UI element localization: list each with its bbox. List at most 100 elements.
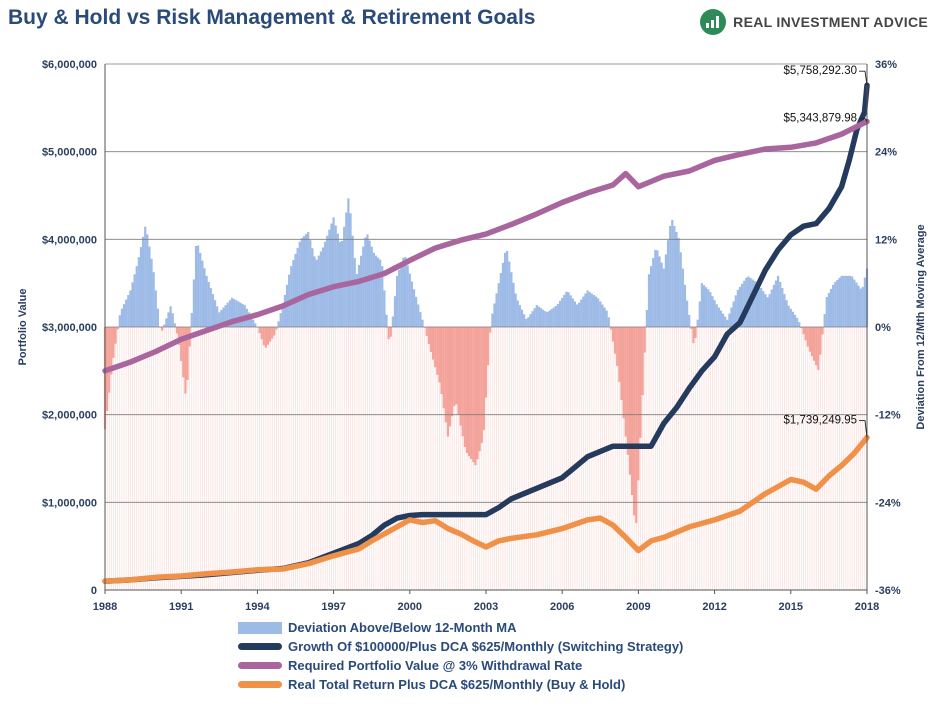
deviation-bar <box>700 283 703 327</box>
deviation-bar <box>184 327 187 394</box>
deviation-bar <box>861 286 864 327</box>
deviation-bar <box>122 304 126 327</box>
deviation-bar <box>434 327 437 368</box>
deviation-bar <box>148 246 151 327</box>
deviation-bar <box>806 327 809 347</box>
deviation-bar <box>829 288 833 327</box>
deviation-bar <box>573 301 576 327</box>
deviation-bar <box>624 327 627 437</box>
deviation-bar <box>554 305 557 327</box>
deviation-bar <box>766 297 769 327</box>
deviation-bar <box>533 308 536 327</box>
deviation-bar <box>129 290 132 327</box>
deviation-bar <box>499 273 502 327</box>
deviation-bar <box>671 219 674 327</box>
deviation-bar <box>406 265 409 327</box>
deviation-bar <box>508 261 511 327</box>
deviation-bar <box>304 234 308 327</box>
deviation-bar <box>832 284 835 327</box>
deviation-bar <box>664 254 668 327</box>
deviation-bar <box>800 327 803 329</box>
x-tick-label: 1997 <box>321 601 345 613</box>
deviation-bar <box>777 275 780 327</box>
deviation-bar <box>218 312 221 327</box>
deviation-bar <box>702 285 706 327</box>
deviation-bar <box>408 273 411 327</box>
y2-tick-label: -12% <box>875 410 901 422</box>
deviation-bar <box>332 217 335 327</box>
y2-tick-label: 36% <box>875 59 897 71</box>
deviation-bar <box>137 257 140 327</box>
deviation-bar <box>785 300 788 327</box>
deviation-bar <box>311 248 314 327</box>
deviation-bar <box>152 272 155 327</box>
x-tick-label: 2000 <box>398 601 422 613</box>
deviation-bar <box>527 317 530 327</box>
deviation-bar <box>425 327 428 336</box>
deviation-bar <box>863 277 866 327</box>
deviation-bar <box>741 283 744 327</box>
deviation-bar <box>381 266 384 327</box>
deviation-bar <box>271 327 274 339</box>
deviation-bar <box>241 303 244 327</box>
deviation-bar <box>791 311 795 327</box>
annotation-label: $1,739,249.95 <box>783 415 857 427</box>
deviation-bar <box>857 285 860 327</box>
deviation-bar <box>281 305 284 327</box>
legend-item-deviation: Deviation Above/Below 12-Month MA <box>238 618 683 637</box>
deviation-bar <box>169 306 172 327</box>
deviation-bar <box>675 232 678 327</box>
deviation-bar <box>652 258 655 327</box>
deviation-bar <box>440 327 443 394</box>
deviation-bar <box>685 300 689 327</box>
deviation-bar <box>628 327 632 475</box>
deviation-bar <box>125 299 128 327</box>
deviation-bar <box>705 287 708 327</box>
y2-axis-title: Deviation From 12/Mth Moving Average <box>915 224 927 429</box>
required-value-line <box>102 118 870 374</box>
deviation-bar <box>455 327 458 405</box>
deviation-bar <box>836 279 839 327</box>
deviation-bar <box>273 327 276 336</box>
deviation-bar <box>707 289 710 327</box>
deviation-bar <box>347 198 350 327</box>
deviation-bar <box>135 266 138 327</box>
deviation-bar <box>326 235 329 327</box>
deviation-bar <box>396 275 399 327</box>
deviation-bar <box>726 319 729 327</box>
deviation-bar <box>264 327 267 348</box>
deviation-bar <box>182 327 185 378</box>
deviation-bar <box>391 316 394 327</box>
deviation-bar <box>719 310 723 327</box>
deviation-bar <box>150 258 153 327</box>
deviation-bar <box>688 314 691 327</box>
deviation-bar <box>470 327 473 460</box>
deviation-bar <box>296 247 299 327</box>
deviation-bars <box>103 198 869 590</box>
deviation-bar <box>309 240 312 327</box>
deviation-bar <box>558 300 562 327</box>
y-tick-label: $4,000,000 <box>42 234 97 246</box>
deviation-bar <box>616 327 619 366</box>
deviation-bar <box>324 241 327 327</box>
deviation-bar <box>588 291 591 327</box>
x-tick-label: 2006 <box>550 601 574 613</box>
deviation-bar <box>120 308 124 327</box>
deviation-bar <box>647 274 651 327</box>
deviation-bar <box>825 296 828 327</box>
deviation-bar <box>844 275 847 327</box>
deviation-bar <box>658 256 661 327</box>
annotations: $5,758,292.30 $5,343,879.98 $1,739,249.95 <box>783 65 868 438</box>
brand-name: REAL INVESTMENT ADVICE <box>733 14 928 30</box>
deviation-bar <box>656 250 659 327</box>
deviation-bar <box>360 255 363 327</box>
deviation-bar <box>834 281 837 327</box>
deviation-bar <box>334 225 337 327</box>
deviation-bar <box>429 327 433 352</box>
deviation-bar <box>609 327 612 330</box>
deviation-bar <box>482 327 485 431</box>
deviation-bar <box>569 295 572 327</box>
deviation-bar <box>590 293 593 327</box>
deviation-bar <box>383 290 386 327</box>
